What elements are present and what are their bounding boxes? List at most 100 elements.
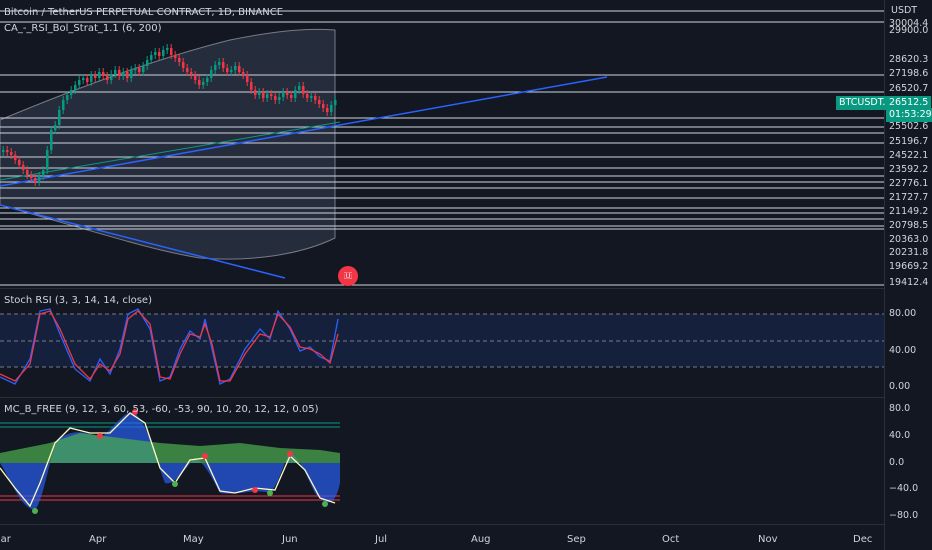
price-label: 24522.1 bbox=[889, 150, 929, 161]
candle bbox=[234, 66, 237, 70]
candle bbox=[134, 68, 137, 70]
candle bbox=[130, 70, 133, 78]
stoch-rsi-pane[interactable]: Stoch RSI (3, 3, 14, 14, close) bbox=[0, 289, 884, 397]
candle bbox=[230, 70, 233, 72]
candle bbox=[62, 100, 65, 110]
candle bbox=[190, 72, 193, 75]
candle bbox=[170, 48, 173, 55]
candle bbox=[214, 65, 217, 70]
candle bbox=[178, 58, 181, 62]
stoch-label: 0.00 bbox=[889, 381, 911, 392]
price-pane[interactable]: Bitcoin / TetherUS PERPETUAL CONTRACT, 1… bbox=[0, 0, 884, 288]
candle bbox=[262, 92, 265, 98]
candle bbox=[166, 48, 169, 50]
candle bbox=[110, 74, 113, 80]
candle bbox=[102, 72, 105, 76]
candle bbox=[146, 60, 149, 66]
candle bbox=[318, 100, 321, 104]
candle bbox=[10, 152, 13, 155]
price-label: 25196.7 bbox=[889, 136, 929, 147]
stoch-label: 40.00 bbox=[889, 345, 917, 356]
candle bbox=[326, 108, 329, 112]
time-label: Nov bbox=[758, 534, 778, 545]
indicator-label-rsi-bol[interactable]: CA_-_RSI_Bol_Strat_1.1 (6, 200) bbox=[4, 23, 162, 34]
price-label: 21727.7 bbox=[889, 192, 929, 203]
candle bbox=[54, 125, 57, 130]
time-label: May bbox=[183, 534, 204, 545]
currency-label[interactable]: USDT bbox=[891, 5, 918, 16]
pane-divider[interactable] bbox=[0, 288, 932, 289]
symbol-badge[interactable]: BTCUSDT.P bbox=[836, 96, 895, 110]
candle bbox=[310, 96, 313, 98]
candle bbox=[302, 86, 305, 94]
candle bbox=[106, 76, 109, 80]
candle bbox=[330, 105, 333, 112]
mcb-mf-area bbox=[0, 433, 340, 463]
candle bbox=[186, 68, 189, 72]
last-price-badge[interactable]: 26512.5 bbox=[886, 96, 932, 110]
candle bbox=[258, 92, 261, 95]
mcb-pane[interactable]: MC_B_FREE (9, 12, 3, 60, 53, -60, -53, 9… bbox=[0, 398, 884, 524]
mcb-label: −40.0 bbox=[889, 483, 919, 494]
candle bbox=[306, 94, 309, 98]
candle bbox=[26, 170, 29, 175]
candle bbox=[294, 90, 297, 98]
pane-divider[interactable] bbox=[0, 397, 932, 398]
candle bbox=[182, 62, 185, 68]
candle bbox=[206, 78, 209, 82]
stoch-rsi-chart bbox=[0, 308, 884, 385]
price-scale[interactable]: USDT 30004.4 29900.0 28620.3 27198.6 265… bbox=[884, 0, 932, 550]
candle bbox=[198, 80, 201, 85]
candle bbox=[98, 72, 101, 78]
price-label: 29900.0 bbox=[889, 25, 929, 36]
candle bbox=[38, 176, 41, 182]
candle bbox=[226, 68, 229, 72]
candle bbox=[118, 70, 121, 76]
candle bbox=[70, 90, 73, 95]
time-axis-divider bbox=[0, 524, 932, 525]
price-label: 22776.1 bbox=[889, 178, 929, 189]
candle bbox=[202, 82, 205, 85]
mcb-label: 40.0 bbox=[889, 430, 911, 441]
time-label: Jul bbox=[375, 534, 388, 545]
candle bbox=[278, 97, 281, 100]
candle bbox=[210, 70, 213, 78]
candle bbox=[50, 130, 53, 150]
candle bbox=[282, 92, 285, 97]
candle bbox=[34, 178, 37, 182]
candle bbox=[274, 96, 277, 100]
candle bbox=[158, 52, 161, 56]
indicator-label-stoch-rsi[interactable]: Stoch RSI (3, 3, 14, 14, close) bbox=[4, 295, 152, 306]
mcb-chart bbox=[0, 409, 340, 514]
candle bbox=[66, 95, 69, 100]
candle bbox=[90, 75, 93, 82]
indicator-label-mcb[interactable]: MC_B_FREE (9, 12, 3, 60, 53, -60, -53, 9… bbox=[4, 404, 319, 415]
price-label: 20231.8 bbox=[889, 247, 929, 258]
time-label: Sep bbox=[567, 534, 586, 545]
candle bbox=[138, 68, 141, 72]
candle bbox=[238, 66, 241, 72]
candle bbox=[82, 78, 85, 80]
candle bbox=[250, 82, 253, 90]
symbol-title[interactable]: Bitcoin / TetherUS PERPETUAL CONTRACT, 1… bbox=[4, 7, 284, 18]
candle bbox=[42, 170, 45, 176]
candle bbox=[162, 50, 165, 56]
us-flag-icon[interactable]: 🇺 bbox=[338, 266, 358, 286]
candle bbox=[94, 75, 97, 78]
candle bbox=[86, 78, 89, 82]
time-axis[interactable]: Mar Apr May Jun Jul Aug Sep Oct Nov Dec bbox=[0, 525, 884, 550]
candle bbox=[6, 150, 9, 152]
candle bbox=[286, 92, 289, 95]
time-label: Oct bbox=[662, 534, 680, 545]
candle bbox=[290, 95, 293, 98]
stoch-d-line bbox=[0, 310, 339, 382]
price-label: 21149.2 bbox=[889, 206, 929, 217]
candle bbox=[122, 72, 125, 76]
countdown-badge: 01:53:29 bbox=[886, 108, 932, 122]
candle bbox=[46, 150, 49, 170]
price-label: 26520.7 bbox=[889, 83, 929, 94]
candle bbox=[154, 52, 157, 55]
candle bbox=[266, 94, 269, 98]
time-label: Dec bbox=[853, 534, 873, 545]
candle bbox=[18, 160, 21, 165]
